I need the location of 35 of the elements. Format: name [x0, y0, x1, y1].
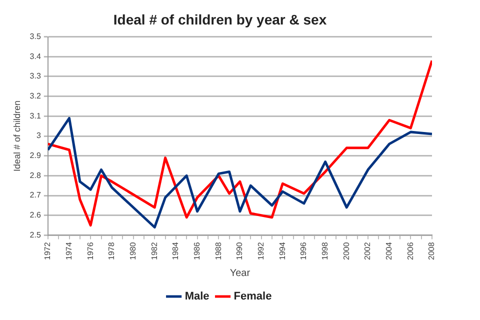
x-tick-label: 1998 [320, 242, 330, 260]
y-tick-label: 2.9 [30, 151, 42, 160]
x-tick-label: 1996 [299, 242, 308, 260]
legend-label: Male [184, 290, 210, 303]
y-tick-label: 3.5 [30, 32, 42, 42]
x-axis-title: Year [230, 268, 251, 279]
y-tick-label: 2.5 [30, 230, 42, 240]
x-tick-label: 1982 [150, 242, 159, 260]
chart-title: Ideal # of children by year & sex [113, 11, 327, 28]
x-tick-label: 2000 [342, 242, 351, 260]
y-tick-label: 3.1 [30, 111, 42, 120]
y-tick-label: 3 [36, 131, 42, 140]
x-tick-label: 2008 [427, 242, 436, 260]
y-axis-title: Ideal # of children [12, 100, 22, 172]
x-tick-label: 1978 [107, 242, 116, 260]
x-tick-label: 1974 [64, 242, 74, 260]
y-tick-label: 2.8 [30, 170, 42, 180]
x-tick-label: 1994 [278, 242, 287, 260]
legend-label: Female [234, 290, 272, 303]
x-tick-label: 1992 [256, 242, 266, 260]
x-tick-label: 2004 [384, 242, 394, 260]
x-tick-label: 1976 [86, 242, 95, 260]
x-tick-label: 1988 [214, 242, 223, 260]
y-tick-label: 2.6 [30, 210, 42, 220]
x-tick-label: 1990 [235, 242, 244, 260]
x-tick-label: 1972 [43, 242, 52, 260]
x-tick-label: 2002 [363, 242, 372, 260]
y-tick-label: 3.4 [30, 52, 42, 61]
x-tick-label: 1980 [128, 242, 138, 260]
x-tick-label: 1984 [171, 242, 180, 260]
x-tick-label: 2006 [406, 242, 415, 260]
y-tick-label: 2.7 [30, 190, 42, 200]
x-tick-label: 1986 [192, 242, 202, 260]
y-tick-label: 3.3 [30, 72, 42, 81]
y-tick-label: 3.2 [30, 92, 42, 101]
